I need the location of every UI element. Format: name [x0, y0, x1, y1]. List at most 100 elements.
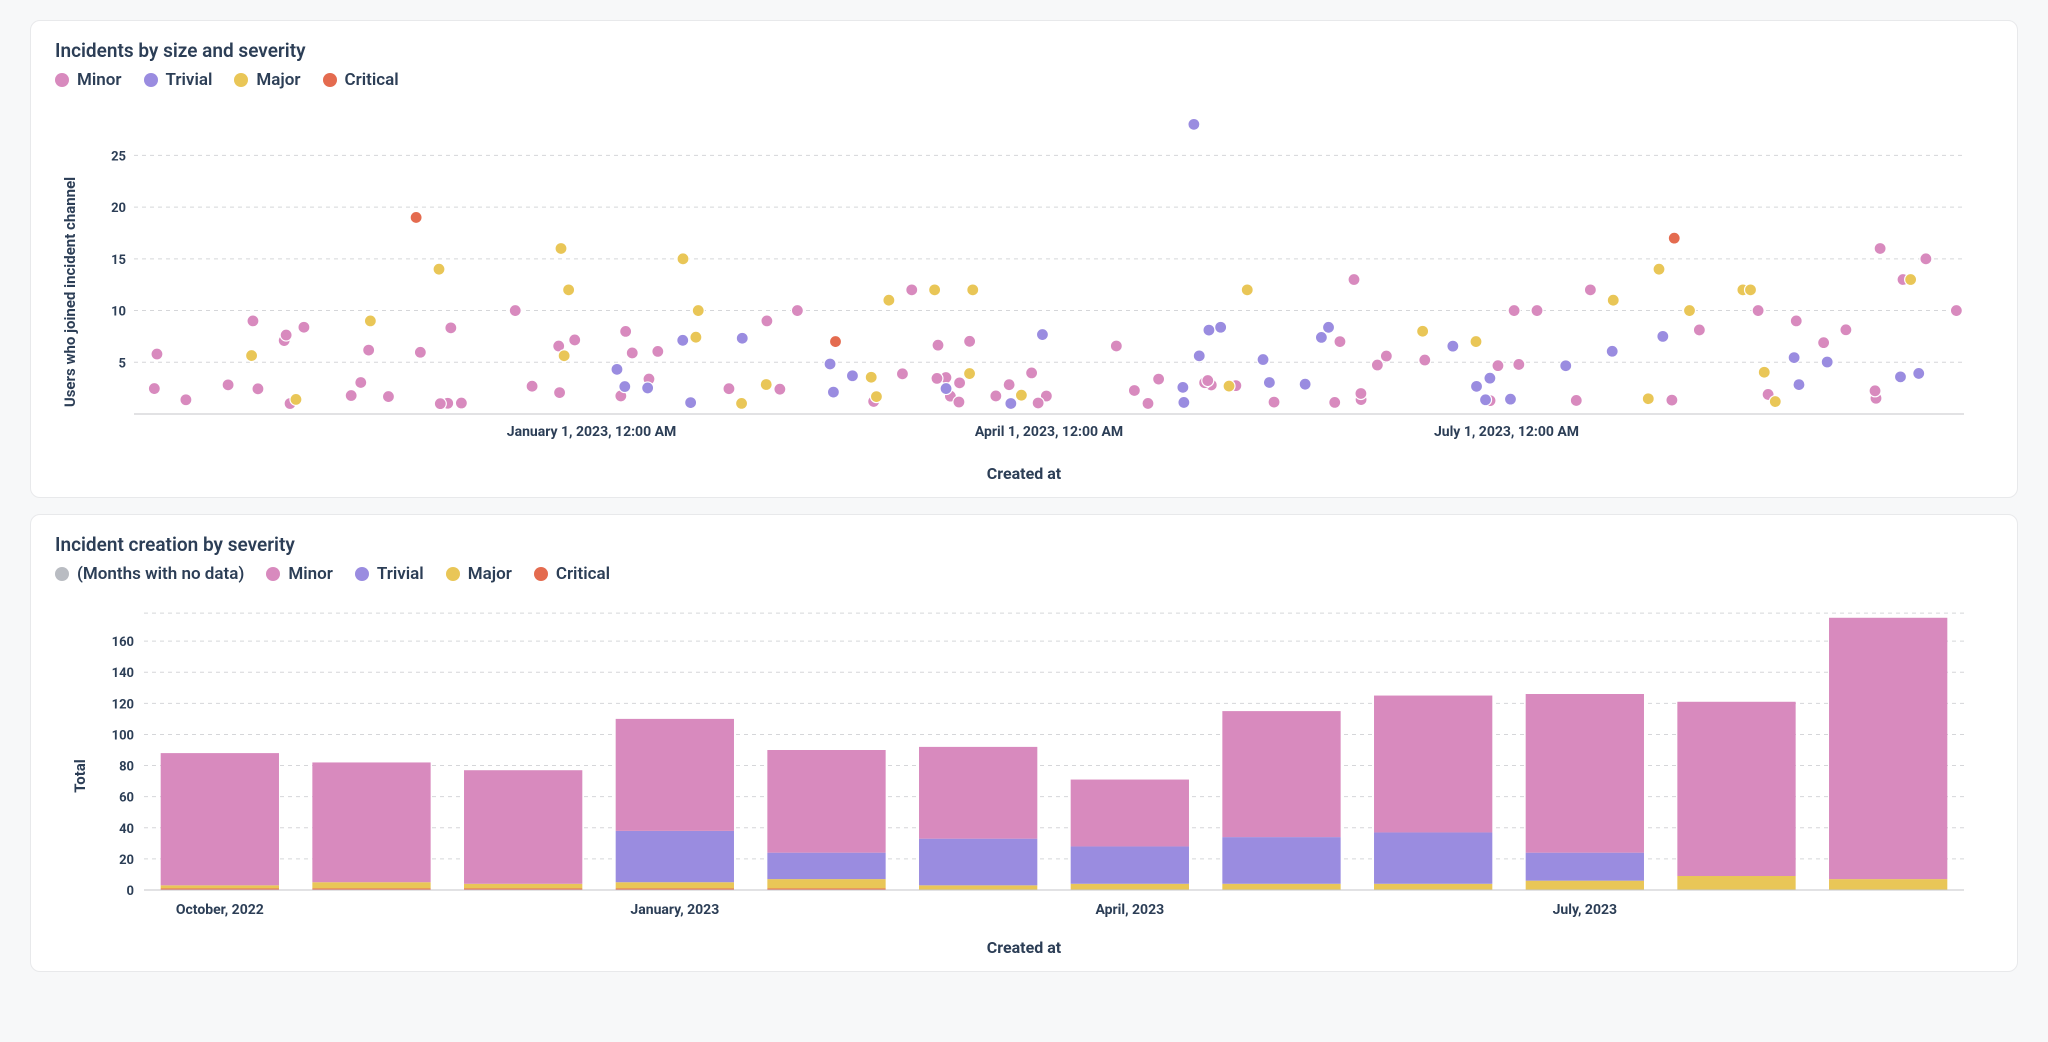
scatter-point[interactable] [1758, 366, 1770, 378]
scatter-point[interactable] [940, 383, 952, 395]
bar-segment[interactable] [1071, 846, 1189, 883]
scatter-point[interactable] [736, 397, 748, 409]
scatter-point[interactable] [619, 381, 631, 393]
bar-segment[interactable] [919, 885, 1037, 890]
scatter-point[interactable] [906, 284, 918, 296]
scatter-point[interactable] [280, 329, 292, 341]
scatter-point[interactable] [180, 394, 192, 406]
bar-segment[interactable] [1071, 884, 1189, 890]
scatter-point[interactable] [363, 344, 375, 356]
scatter-point[interactable] [1480, 394, 1492, 406]
scatter-point[interactable] [931, 372, 943, 384]
scatter-point[interactable] [1950, 305, 1962, 317]
scatter-point[interactable] [761, 315, 773, 327]
bar-segment[interactable] [464, 770, 582, 884]
scatter-point[interactable] [1447, 340, 1459, 352]
legend-item[interactable]: Trivial [144, 70, 213, 90]
scatter-point[interactable] [652, 345, 664, 357]
scatter-point[interactable] [760, 379, 772, 391]
scatter-point[interactable] [1419, 354, 1431, 366]
scatter-point[interactable] [964, 335, 976, 347]
scatter-point[interactable] [1380, 350, 1392, 362]
scatter-point[interactable] [1874, 242, 1886, 254]
scatter-point[interactable] [690, 331, 702, 343]
scatter-point[interactable] [1920, 253, 1932, 265]
scatter-point[interactable] [1334, 336, 1346, 348]
scatter-point[interactable] [677, 253, 689, 265]
scatter-point[interactable] [1241, 284, 1253, 296]
scatter-point[interactable] [364, 315, 376, 327]
scatter-point[interactable] [1223, 380, 1235, 392]
legend-item[interactable]: Critical [534, 564, 610, 584]
scatter-point[interactable] [1470, 336, 1482, 348]
legend-item[interactable]: (Months with no data) [55, 564, 244, 584]
bar-segment[interactable] [1374, 696, 1492, 833]
bar-segment[interactable] [616, 882, 734, 888]
scatter-point[interactable] [1348, 274, 1360, 286]
scatter-point[interactable] [148, 383, 160, 395]
scatter-point[interactable] [151, 348, 163, 360]
legend-item[interactable]: Major [446, 564, 512, 584]
scatter-point[interactable] [827, 386, 839, 398]
bar-segment[interactable] [616, 719, 734, 831]
scatter-point[interactable] [1653, 263, 1665, 275]
scatter-point[interactable] [1128, 384, 1140, 396]
scatter-point[interactable] [1110, 340, 1122, 352]
bar-segment[interactable] [767, 750, 885, 853]
scatter-point[interactable] [290, 393, 302, 405]
scatter-point[interactable] [1484, 372, 1496, 384]
scatter-point[interactable] [883, 294, 895, 306]
scatter-point[interactable] [1666, 394, 1678, 406]
scatter-point[interactable] [964, 368, 976, 380]
bar-segment[interactable] [1829, 618, 1947, 879]
scatter-point[interactable] [1188, 118, 1200, 130]
bar-segment[interactable] [1829, 879, 1947, 890]
scatter-point[interactable] [252, 383, 264, 395]
bar-segment[interactable] [1222, 837, 1340, 884]
bar-segment[interactable] [1374, 884, 1492, 890]
scatter-point[interactable] [1606, 345, 1618, 357]
scatter-point[interactable] [1508, 305, 1520, 317]
scatter-point[interactable] [1032, 397, 1044, 409]
scatter-point[interactable] [1584, 284, 1596, 296]
scatter-point[interactable] [865, 371, 877, 383]
scatter-point[interactable] [967, 284, 979, 296]
scatter-point[interactable] [555, 242, 567, 254]
scatter-point[interactable] [1657, 330, 1669, 342]
scatter-point[interactable] [791, 305, 803, 317]
scatter-point[interactable] [1693, 324, 1705, 336]
scatter-point[interactable] [953, 396, 965, 408]
scatter-point[interactable] [692, 305, 704, 317]
scatter-point[interactable] [824, 358, 836, 370]
scatter-point[interactable] [932, 339, 944, 351]
scatter-point[interactable] [723, 383, 735, 395]
scatter-point[interactable] [1769, 396, 1781, 408]
bar-segment[interactable] [1374, 832, 1492, 883]
bar-segment[interactable] [919, 747, 1037, 839]
scatter-point[interactable] [554, 387, 566, 399]
scatter-point[interactable] [445, 322, 457, 334]
bar-segment[interactable] [1677, 702, 1795, 876]
bar-segment[interactable] [312, 882, 430, 888]
bar-segment[interactable] [1526, 694, 1644, 853]
scatter-point[interactable] [569, 334, 581, 346]
scatter-point[interactable] [1203, 324, 1215, 336]
scatter-point[interactable] [345, 390, 357, 402]
scatter-point[interactable] [1821, 356, 1833, 368]
scatter-point[interactable] [1005, 397, 1017, 409]
scatter-point[interactable] [1215, 321, 1227, 333]
legend-item[interactable]: Critical [323, 70, 399, 90]
bar-segment[interactable] [616, 831, 734, 882]
bar-segment[interactable] [1222, 711, 1340, 837]
scatter-point[interactable] [1570, 394, 1582, 406]
scatter-point[interactable] [896, 368, 908, 380]
scatter-point[interactable] [1142, 397, 1154, 409]
scatter-point[interactable] [1268, 396, 1280, 408]
bar-segment[interactable] [919, 839, 1037, 886]
scatter-point[interactable] [222, 379, 234, 391]
scatter-point[interactable] [1869, 385, 1881, 397]
bar-segment[interactable] [767, 879, 885, 888]
scatter-point[interactable] [1793, 379, 1805, 391]
bar-segment[interactable] [161, 753, 279, 885]
scatter-point[interactable] [1202, 375, 1214, 387]
